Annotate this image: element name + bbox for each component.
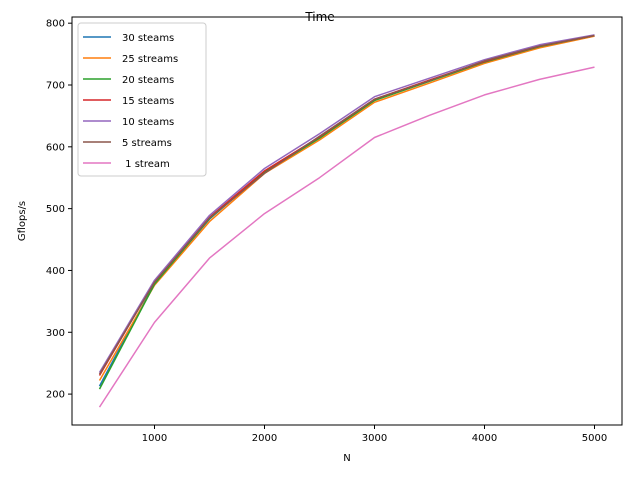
series-line-2 xyxy=(98,35,595,381)
legend-box xyxy=(77,22,207,177)
legend-label: 30 steams xyxy=(122,33,174,44)
x-axis-label: N xyxy=(343,453,350,464)
series-line-6 xyxy=(98,34,595,375)
y-axis: 200 300 400 500 600 700 800 xyxy=(46,19,72,401)
x-axis: 1000 2000 3000 4000 5000 xyxy=(142,425,607,444)
legend-label: 25 streams xyxy=(122,54,178,65)
legend-label: 20 steams xyxy=(122,75,174,86)
plot-lines xyxy=(98,34,595,408)
y-tick-label: 300 xyxy=(46,328,65,339)
x-tick-label: 4000 xyxy=(472,433,497,444)
y-tick-label: 500 xyxy=(46,204,65,215)
plot-frame xyxy=(71,16,623,426)
y-tick-label: 700 xyxy=(46,81,65,92)
y-tick-label: 200 xyxy=(46,390,65,401)
y-tick-label: 600 xyxy=(46,142,65,153)
x-tick-label: 5000 xyxy=(582,433,607,444)
x-tick-label: 3000 xyxy=(362,433,387,444)
y-tick-label: 400 xyxy=(46,266,65,277)
x-tick-label: 2000 xyxy=(252,433,277,444)
series-line-5 xyxy=(98,34,595,373)
y-axis-label: Gflops/s xyxy=(17,201,28,241)
legend: 30 steams 25 streams 20 steams 15 steams 10 … xyxy=(77,22,207,177)
legend-label: 15 steams xyxy=(122,96,174,107)
legend-label: 10 steams xyxy=(122,117,174,128)
y-tick-label: 800 xyxy=(46,19,65,30)
series-line-7 xyxy=(98,66,595,408)
legend-label: 5 streams xyxy=(122,138,172,149)
x-tick-label: 1000 xyxy=(142,433,167,444)
legend-label: 1 stream xyxy=(122,159,170,170)
